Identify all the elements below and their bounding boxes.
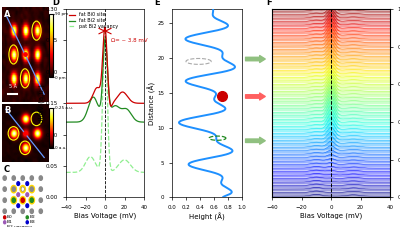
Circle shape — [3, 176, 6, 180]
Circle shape — [30, 198, 33, 202]
Text: 5 Å: 5 Å — [9, 84, 17, 89]
Line: pat Bi2 vacancy: pat Bi2 vacancy — [66, 32, 144, 172]
fat Bi2 site — [101, 55, 106, 58]
Circle shape — [12, 187, 15, 191]
Circle shape — [12, 176, 15, 180]
Circle shape — [4, 221, 6, 224]
Circle shape — [12, 209, 15, 213]
Circle shape — [39, 209, 42, 213]
X-axis label: Bias Voltage (mV): Bias Voltage (mV) — [300, 213, 362, 220]
Text: B1: B1 — [7, 220, 12, 224]
fat Bi0 site — [101, 47, 106, 50]
Text: B2: B2 — [29, 215, 35, 219]
Circle shape — [17, 204, 20, 207]
fat Bi0 site — [140, 102, 145, 105]
fat Bi0 site — [142, 102, 146, 105]
Text: Ω= ~ 3.8 mV: Ω= ~ 3.8 mV — [111, 38, 148, 43]
Circle shape — [26, 193, 29, 197]
Line: fat Bi0 site: fat Bi0 site — [66, 27, 144, 106]
Circle shape — [26, 216, 28, 219]
fat Bi0 site — [101, 39, 106, 42]
Circle shape — [3, 198, 6, 202]
Circle shape — [3, 209, 6, 213]
fat Bi0 site — [102, 26, 107, 29]
pat Bi2 vacancy — [64, 171, 68, 174]
Circle shape — [30, 209, 33, 213]
fat Bi0 site — [110, 102, 115, 105]
Circle shape — [12, 198, 15, 202]
Circle shape — [17, 193, 20, 197]
fat Bi2 site — [128, 111, 132, 114]
Text: B: B — [4, 106, 10, 115]
X-axis label: Bias Voltage (mV): Bias Voltage (mV) — [74, 213, 136, 220]
Line: fat Bi2 site: fat Bi2 site — [66, 39, 144, 122]
Circle shape — [29, 185, 34, 193]
fat Bi0 site — [106, 84, 111, 86]
X-axis label: Height (Å): Height (Å) — [189, 213, 225, 221]
Circle shape — [4, 226, 6, 227]
Circle shape — [20, 185, 26, 193]
Y-axis label: dI/dV (a.u.): dI/dV (a.u.) — [38, 84, 45, 123]
fat Bi2 site — [106, 82, 111, 85]
fat Bi2 site — [142, 121, 146, 123]
Circle shape — [30, 176, 33, 180]
pat Bi2 vacancy — [140, 171, 145, 174]
Circle shape — [17, 182, 20, 185]
pat Bi2 vacancy — [102, 31, 107, 33]
Circle shape — [39, 176, 42, 180]
Circle shape — [11, 185, 16, 193]
Legend: fat Bi0 site, fat Bi2 site, pat Bi2 vacancy: fat Bi0 site, fat Bi2 site, pat Bi2 vaca… — [68, 12, 119, 30]
Circle shape — [26, 204, 29, 207]
pat Bi2 vacancy — [142, 171, 146, 174]
Circle shape — [29, 197, 34, 204]
pat Bi2 vacancy — [101, 60, 106, 63]
Circle shape — [30, 187, 33, 191]
Text: A: A — [4, 10, 10, 19]
Circle shape — [21, 187, 24, 191]
Circle shape — [3, 187, 6, 191]
Circle shape — [11, 197, 16, 204]
Circle shape — [20, 197, 26, 204]
fat Bi2 site — [101, 65, 106, 68]
Circle shape — [21, 176, 24, 180]
Text: F: F — [266, 0, 272, 7]
Circle shape — [26, 221, 28, 224]
Y-axis label: Distance (Å): Distance (Å) — [148, 82, 156, 125]
Text: D: D — [52, 0, 59, 7]
fat Bi0 site — [109, 105, 114, 108]
pat Bi2 vacancy — [101, 77, 106, 80]
Circle shape — [26, 182, 29, 185]
Text: C: C — [3, 165, 10, 174]
Text: B3: B3 — [29, 220, 35, 224]
Circle shape — [21, 198, 24, 202]
Circle shape — [21, 209, 24, 213]
fat Bi2 site — [140, 121, 145, 123]
pat Bi2 vacancy — [106, 129, 111, 131]
fat Bi2 site — [64, 121, 68, 123]
Circle shape — [39, 198, 42, 202]
fat Bi0 site — [128, 99, 133, 101]
Text: E: E — [154, 0, 160, 7]
Circle shape — [39, 187, 42, 191]
fat Bi2 site — [103, 38, 108, 41]
Circle shape — [4, 216, 6, 219]
Text: B2 vacancy: B2 vacancy — [7, 225, 32, 227]
pat Bi2 vacancy — [128, 163, 132, 166]
fat Bi2 site — [110, 106, 115, 108]
pat Bi2 vacancy — [110, 169, 115, 172]
Text: B0: B0 — [7, 215, 12, 219]
fat Bi0 site — [64, 102, 68, 105]
